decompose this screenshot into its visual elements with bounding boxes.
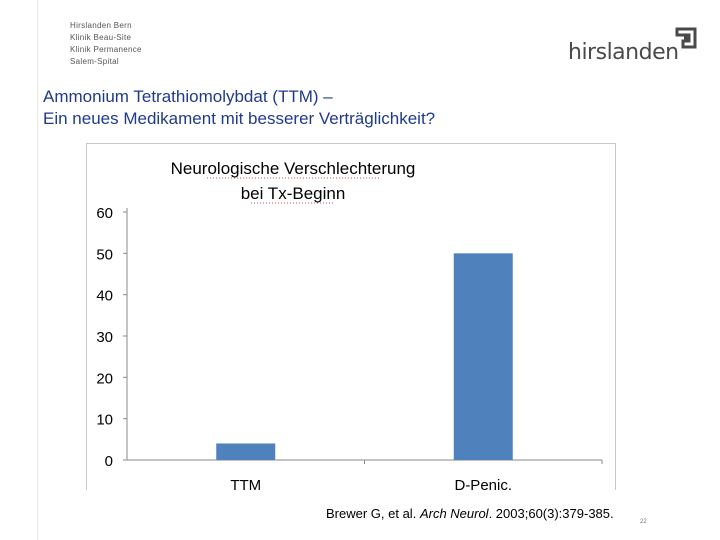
page-number: 22 [640,519,647,525]
x-tick-label: D-Penic. [454,477,512,491]
left-margin-line [37,0,38,540]
slide-title-line-1: Ammonium Tetrathiomolybdat (TTM) – [43,87,333,106]
hirslanden-logo: hirslanden [568,40,679,65]
chart-title-line-2: bei Tx-Beginn [241,184,346,203]
citation-authors: Brewer G, et al. [326,506,417,521]
chart-frame: Neurologische Verschlechterung bei Tx-Beg… [86,143,616,491]
hirslanden-logo-icon [675,27,697,49]
y-tick-label: 50 [96,246,113,263]
chart-title-line-1: Neurologische Verschlechterung [171,159,416,178]
slide-title-line-2: Ein neues Medikament mit besserer Verträ… [43,109,436,128]
y-tick-label: 10 [96,412,113,429]
y-tick-label: 0 [105,453,113,470]
y-tick-label: 60 [96,205,113,222]
citation-journal: Arch Neurol [419,506,489,521]
bar-chart: Neurologische Verschlechterung bei Tx-Beg… [96,159,603,491]
citation: Brewer G, et al. Arch Neurol. 2003;60(3)… [326,506,614,521]
bar [453,253,513,460]
clinic-list: Hirslanden Bern Klinik Beau-Site Klinik … [70,20,142,68]
slide-title: Ammonium Tetrathiomolybdat (TTM) – Ein n… [43,86,435,130]
y-tick-label: 30 [96,329,113,346]
y-tick-label: 40 [96,288,113,305]
citation-details: . 2003;60(3):379-385. [488,506,614,521]
clinic-name: Klinik Permanence [70,45,142,54]
clinic-name: Klinik Beau-Site [70,33,132,42]
y-tick-label: 20 [96,370,113,387]
x-tick-label: TTM [230,477,261,491]
clinic-name: Salem-Spital [70,57,119,66]
bar [216,443,276,460]
clinic-name: Hirslanden Bern [70,21,132,30]
